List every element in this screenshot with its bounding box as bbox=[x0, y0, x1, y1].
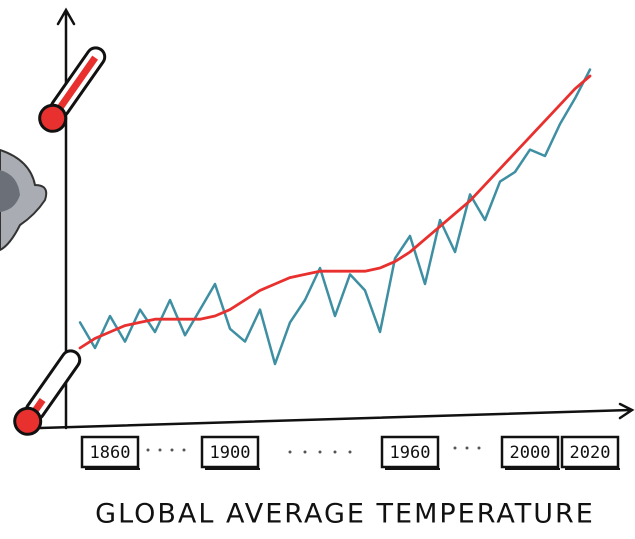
series-line bbox=[78, 68, 592, 366]
thermometer-cold bbox=[13, 349, 82, 436]
x-tick-box bbox=[200, 435, 260, 469]
x-tick-box bbox=[560, 435, 620, 469]
x-tick-label: 1900 bbox=[210, 443, 251, 463]
series-line bbox=[78, 74, 592, 350]
x-tick-box bbox=[80, 435, 140, 469]
x-axis bbox=[38, 402, 635, 430]
thermometer-hot bbox=[38, 46, 107, 133]
x-tick-label: 1960 bbox=[390, 443, 431, 463]
x-tick-box bbox=[500, 435, 560, 469]
x-tick-label: 2000 bbox=[510, 443, 551, 463]
dots bbox=[146, 446, 481, 454]
x-tick-box bbox=[380, 435, 440, 469]
x-tick-label: 1860 bbox=[90, 443, 131, 463]
decor-object bbox=[0, 148, 48, 252]
axes bbox=[38, 7, 635, 430]
chart-title: GLOBAL AVERAGE TEMPERATURE bbox=[95, 499, 595, 530]
x-tick-label: 2020 bbox=[570, 443, 611, 463]
